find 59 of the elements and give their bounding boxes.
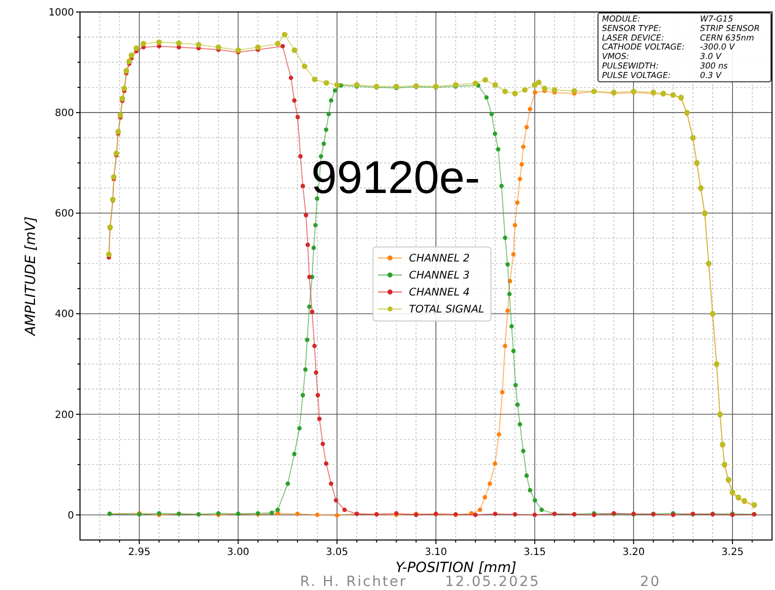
annotation: 3.0 V xyxy=(700,51,723,62)
legend-label: CHANNEL 4 xyxy=(409,286,470,299)
point xyxy=(307,274,312,280)
point xyxy=(316,392,320,398)
point xyxy=(342,508,347,512)
point xyxy=(314,370,318,375)
legend-label: CHANNEL 3 xyxy=(409,270,470,282)
y-tick-label: 800 xyxy=(54,108,74,120)
point xyxy=(310,310,314,314)
y-tick-label: 0 xyxy=(68,510,74,522)
point xyxy=(493,512,498,516)
annotation: STRIP SENSOR xyxy=(700,22,760,33)
point xyxy=(288,76,294,80)
point xyxy=(298,154,303,159)
y-tick-label: 600 xyxy=(54,208,74,220)
legend-label: CHANNEL 2 xyxy=(409,252,470,265)
annotation: PULSE VOLTAGE: xyxy=(602,70,671,80)
point xyxy=(304,212,308,218)
point xyxy=(312,344,317,348)
point xyxy=(328,481,334,486)
point xyxy=(512,512,518,517)
x-tick-label: 3.15 xyxy=(524,547,546,558)
x-tick-label: 3.20 xyxy=(622,547,645,558)
point xyxy=(334,498,338,502)
text: 12.05.2025 xyxy=(445,574,540,590)
y-tick-label: 200 xyxy=(54,410,74,421)
annotation: W7-G15 xyxy=(700,14,734,24)
point xyxy=(532,512,537,518)
annotation: -300.0 V xyxy=(700,42,736,52)
legend-label: TOTAL SIGNAL xyxy=(409,304,484,316)
point xyxy=(292,98,297,103)
y-axis-title: AMPLITUDE [mV] xyxy=(23,216,39,337)
annotation: PULSEWIDTH: xyxy=(602,60,659,70)
annotation: CATHODE VOLTAGE: xyxy=(602,42,685,52)
point xyxy=(320,442,325,446)
annotation: LASER DEVICE: xyxy=(602,32,664,42)
annotation: CERN 635nm xyxy=(700,32,754,42)
annotation: 300 ns xyxy=(700,60,728,70)
annotation: VMOS: xyxy=(602,51,630,62)
x-tick-label: 2.95 xyxy=(128,547,150,558)
annotation: SENSOR TYPE: xyxy=(602,22,662,33)
point xyxy=(473,512,478,518)
x-tick-label: 3.05 xyxy=(326,547,348,558)
point xyxy=(300,184,306,188)
x-tick-label: 3.00 xyxy=(227,547,250,558)
annotation: MODULE: xyxy=(602,14,641,24)
point xyxy=(324,461,328,466)
point xyxy=(317,416,322,422)
point xyxy=(295,114,300,120)
text: 20 xyxy=(640,574,661,590)
annotation: 0.3 V xyxy=(700,70,723,80)
x-tick-label: 3.10 xyxy=(424,547,448,558)
point xyxy=(306,242,310,248)
text: R. H. Richter xyxy=(300,574,407,590)
y-tick-label: 1000 xyxy=(48,8,74,18)
x-axis-title: Y-POSITION [mm] xyxy=(396,560,516,576)
y-tick-label: 400 xyxy=(54,309,74,320)
point xyxy=(280,44,285,48)
x-tick-label: 3.25 xyxy=(721,547,744,558)
